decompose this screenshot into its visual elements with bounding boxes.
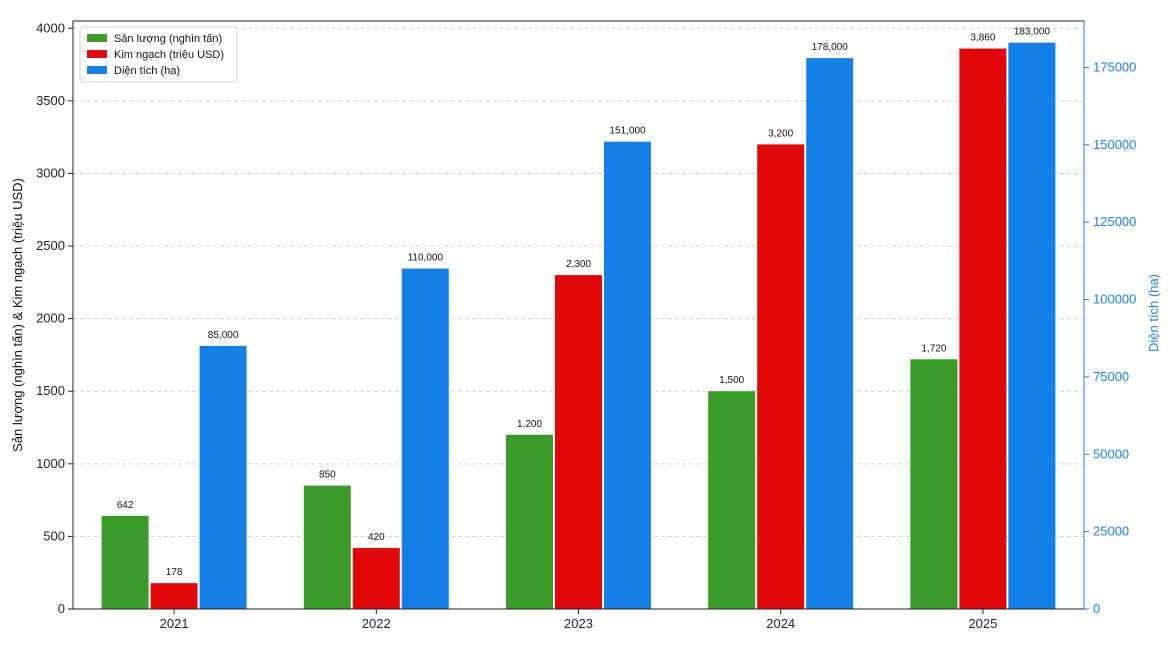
x-tick-label: 2024 bbox=[766, 616, 795, 631]
legend-swatch bbox=[87, 50, 107, 58]
legend: Sản lượng (nghìn tấn) Kim ngạch (triệu US… bbox=[79, 26, 238, 83]
bar-value-label: 110,000 bbox=[408, 253, 444, 264]
right-tick-label: 25000 bbox=[1093, 524, 1129, 539]
bar-value-label: 1,720 bbox=[921, 343, 946, 354]
left-tick-label: 3500 bbox=[36, 93, 65, 108]
right-tick-label: 175000 bbox=[1093, 59, 1136, 74]
bar-2025-series-2 bbox=[959, 48, 1007, 609]
legend-swatch bbox=[87, 34, 107, 42]
right-axis-title: Diện tích (ha) bbox=[1146, 274, 1161, 352]
bar-2023-series-3 bbox=[604, 141, 651, 609]
right-tick-label: 100000 bbox=[1093, 292, 1136, 307]
bar-2022-series-3 bbox=[401, 268, 449, 609]
legend-swatch bbox=[87, 66, 107, 74]
legend-label: Kim ngạch (triệu USD) bbox=[114, 49, 224, 61]
left-tick-label: 500 bbox=[43, 528, 65, 543]
left-tick-label: 2500 bbox=[36, 238, 65, 253]
left-tick-label: 3000 bbox=[36, 165, 65, 180]
x-tick-label: 2023 bbox=[564, 616, 593, 631]
bar-2021-series-3 bbox=[199, 345, 247, 609]
bar-2025-series-1 bbox=[910, 359, 958, 609]
bar-2022-series-2 bbox=[352, 548, 400, 609]
legend-label: Sản lượng (nghìn tấn) bbox=[114, 33, 222, 45]
left-tick-label: 1000 bbox=[36, 456, 65, 471]
bar-value-label: 183,000 bbox=[1014, 27, 1051, 38]
right-tick-label: 75000 bbox=[1093, 369, 1129, 384]
left-tick-label: 4000 bbox=[36, 20, 65, 35]
bar-2024-series-3 bbox=[806, 58, 854, 609]
right-tick-label: 0 bbox=[1093, 601, 1100, 616]
bar-value-label: 3,860 bbox=[970, 33, 995, 44]
bar-value-label: 151,000 bbox=[609, 126, 646, 137]
left-tick-label: 2000 bbox=[36, 311, 65, 326]
left-y-axis: 0 500 1000 1500 2000 2500 3000 3500 4000 bbox=[36, 20, 73, 616]
right-tick-label: 150000 bbox=[1093, 137, 1136, 152]
left-axis-title: Sản lượng (nghìn tấn) & Kim ngạch (triệu… bbox=[10, 178, 25, 452]
right-tick-label: 125000 bbox=[1093, 214, 1136, 229]
bar-value-label: 850 bbox=[319, 470, 336, 481]
legend-label: Diện tích (ha) bbox=[114, 65, 180, 77]
bar-2022-series-1 bbox=[303, 485, 351, 609]
bar-value-label: 85,000 bbox=[208, 330, 239, 341]
x-tick-label: 2025 bbox=[968, 616, 997, 631]
bars bbox=[101, 42, 1056, 610]
bar-value-label: 1,500 bbox=[719, 375, 744, 386]
bar-2024-series-2 bbox=[757, 144, 805, 609]
bar-value-label: 642 bbox=[117, 500, 134, 511]
legend-box bbox=[79, 26, 238, 83]
x-tick-label: 2022 bbox=[362, 616, 391, 631]
bar-2024-series-1 bbox=[708, 391, 756, 609]
bar-value-label: 420 bbox=[368, 532, 385, 543]
bar-value-label: 3,200 bbox=[768, 128, 793, 139]
data-labels: 642 178 85,000 850 420 110,000 1,200 2,300 151,0… bbox=[117, 27, 1051, 578]
bar-2023-series-2 bbox=[555, 275, 602, 609]
bar-2021-series-2 bbox=[150, 583, 198, 609]
right-y-axis: 0 25000 50000 75000 100000 125000 150000 175000 bbox=[1083, 21, 1136, 616]
x-axis: 2021 2022 2023 2024 2025 bbox=[160, 609, 997, 631]
bar-2025-series-3 bbox=[1008, 42, 1056, 610]
x-tick-label: 2021 bbox=[160, 616, 189, 631]
left-tick-label: 1500 bbox=[36, 383, 65, 398]
bar-value-label: 1,200 bbox=[517, 419, 542, 430]
left-tick-label: 0 bbox=[58, 601, 65, 616]
bar-value-label: 178 bbox=[166, 567, 183, 578]
right-tick-label: 50000 bbox=[1093, 446, 1129, 461]
bar-2021-series-1 bbox=[101, 515, 149, 609]
bar-value-label: 178,000 bbox=[812, 42, 849, 53]
bar-2023-series-1 bbox=[506, 434, 553, 609]
bar-value-label: 2,300 bbox=[566, 259, 591, 270]
